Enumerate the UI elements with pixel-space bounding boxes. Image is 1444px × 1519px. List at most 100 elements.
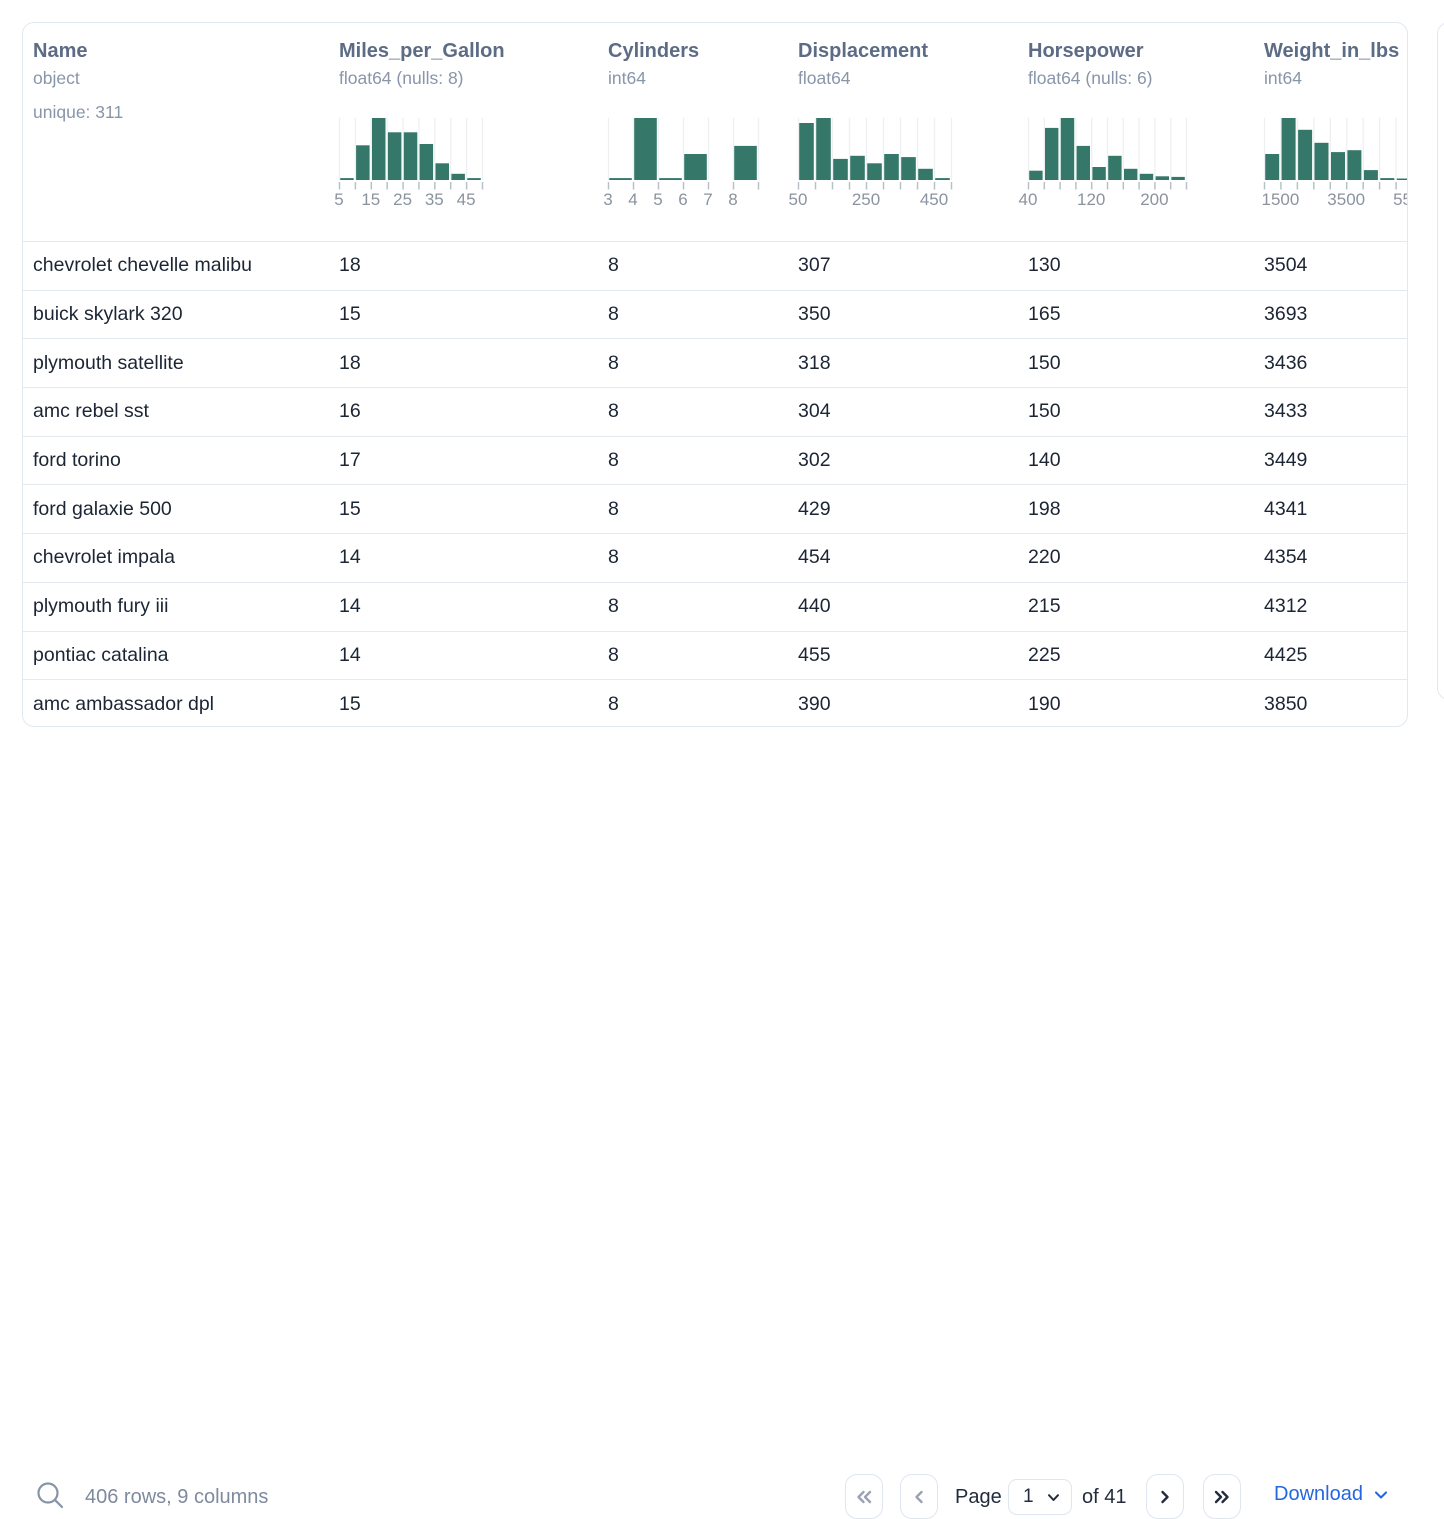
cell-name: chevrolet chevelle malibu <box>33 254 252 277</box>
cell-cylinders: 8 <box>608 595 619 618</box>
cell-miles-per-gallon: 14 <box>339 546 361 569</box>
first-page-button[interactable] <box>845 1474 883 1519</box>
svg-text:50: 50 <box>789 190 808 209</box>
svg-text:35: 35 <box>425 190 444 209</box>
cell-horsepower: 140 <box>1028 449 1061 472</box>
cell-displacement: 455 <box>798 643 831 666</box>
cell-name: ford galaxie 500 <box>33 497 172 520</box>
cell-horsepower: 130 <box>1028 254 1061 277</box>
cell-weight-in-lbs: 4354 <box>1264 546 1308 569</box>
column-type: float64 (nulls: 8) <box>339 68 464 88</box>
cell-horsepower: 150 <box>1028 400 1061 423</box>
search-icon[interactable] <box>34 1479 68 1513</box>
table-row: buick skylark 320 15 8 350 165 3693 <box>23 289 1407 339</box>
cell-horsepower: 150 <box>1028 351 1061 374</box>
cell-horsepower: 190 <box>1028 692 1061 715</box>
svg-text:450: 450 <box>920 190 948 209</box>
horsepower-histogram[interactable]: 40 120 200 <box>1019 118 1212 210</box>
table-row: ford galaxie 500 15 8 429 198 4341 <box>23 484 1407 533</box>
cell-displacement: 440 <box>798 595 831 618</box>
column-type: int64 <box>608 68 646 88</box>
svg-text:6: 6 <box>678 190 687 209</box>
cell-weight-in-lbs: 4341 <box>1264 497 1308 520</box>
svg-text:40: 40 <box>1019 190 1038 209</box>
table-row: plymouth fury iii 14 8 440 215 4312 <box>23 581 1407 631</box>
chevron-down-icon <box>1048 1493 1059 1501</box>
cell-weight-in-lbs: 3693 <box>1264 303 1308 326</box>
cell-cylinders: 8 <box>608 497 619 520</box>
svg-text:25: 25 <box>393 190 412 209</box>
page-select[interactable]: 1 <box>1008 1479 1072 1515</box>
adjacent-card-sliver <box>1437 22 1444 700</box>
cell-weight-in-lbs: 4425 <box>1264 643 1308 666</box>
svg-text:5500: 5500 <box>1393 190 1408 209</box>
cell-displacement: 304 <box>798 400 831 423</box>
miles-per-gallon-histogram[interactable]: 5 15 25 35 45 <box>334 118 508 210</box>
column-header-cylinders[interactable]: Cylinders int64 3 4 5 6 7 8 <box>603 39 798 241</box>
column-header-displacement[interactable]: Displacement float64 50 250 450 <box>789 39 1028 241</box>
cell-weight-in-lbs: 3850 <box>1264 692 1308 715</box>
cell-name: plymouth fury iii <box>33 595 169 618</box>
cell-cylinders: 8 <box>608 546 619 569</box>
svg-text:5: 5 <box>653 190 662 209</box>
cell-displacement: 318 <box>798 351 831 374</box>
cell-name: plymouth satellite <box>33 351 184 374</box>
cell-cylinders: 8 <box>608 254 619 277</box>
column-header-miles-per-gallon[interactable]: Miles_per_Gallon float64 (nulls: 8) 5 15 25 3… <box>334 39 608 241</box>
cell-cylinders: 8 <box>608 643 619 666</box>
cell-weight-in-lbs: 3436 <box>1264 351 1308 374</box>
column-type: float64 <box>798 68 851 88</box>
prev-page-button[interactable] <box>900 1474 938 1519</box>
table-summary: 406 rows, 9 columns <box>85 1486 269 1508</box>
cell-cylinders: 8 <box>608 449 619 472</box>
weight-in-lbs-histogram[interactable]: 1500 3500 5500 <box>1261 118 1408 210</box>
cell-name: amc ambassador dpl <box>33 692 215 715</box>
table-row: amc rebel sst 16 8 304 150 3433 <box>23 387 1407 436</box>
displacement-histogram[interactable]: 50 250 450 <box>789 118 977 210</box>
cell-displacement: 429 <box>798 497 831 520</box>
table-body: chevrolet chevelle malibu 18 8 307 130 3504 bu… <box>23 241 1407 726</box>
chevron-down-icon <box>1374 1490 1388 1499</box>
next-page-button[interactable] <box>1146 1474 1184 1519</box>
page-count-label: of 41 <box>1082 1486 1127 1508</box>
cell-miles-per-gallon: 15 <box>339 692 361 715</box>
column-name: Name <box>33 40 88 62</box>
cell-cylinders: 8 <box>608 400 619 423</box>
column-header-name[interactable]: Name object unique: 311 <box>33 39 339 241</box>
svg-text:250: 250 <box>852 190 880 209</box>
column-header-horsepower[interactable]: Horsepower float64 (nulls: 6) 40 120 200 <box>1019 39 1264 241</box>
column-name: Cylinders <box>608 40 700 62</box>
svg-text:45: 45 <box>457 190 476 209</box>
cell-name: ford torino <box>33 449 121 472</box>
svg-text:200: 200 <box>1140 190 1168 209</box>
cell-horsepower: 215 <box>1028 595 1061 618</box>
table-row: chevrolet impala 14 8 454 220 4354 <box>23 533 1407 582</box>
cell-horsepower: 225 <box>1028 643 1061 666</box>
cell-weight-in-lbs: 3433 <box>1264 400 1308 423</box>
cell-cylinders: 8 <box>608 351 619 374</box>
column-type: object <box>33 68 80 88</box>
cell-displacement: 390 <box>798 692 831 715</box>
cell-name: amc rebel sst <box>33 400 149 423</box>
page-label: Page <box>955 1486 1002 1508</box>
column-header-weight-in-lbs[interactable]: Weight_in_lbs int64 1500 3500 5500 <box>1261 39 1408 241</box>
table-footer: 406 rows, 9 columns Page 1 of 41 Downloa… <box>0 727 1444 1519</box>
cell-displacement: 350 <box>798 303 831 326</box>
page-select-value: 1 <box>1023 1486 1034 1507</box>
column-name: Displacement <box>798 40 929 62</box>
download-button[interactable]: Download <box>1274 1483 1390 1506</box>
cell-horsepower: 198 <box>1028 497 1061 520</box>
table-row: pontiac catalina 14 8 455 225 4425 <box>23 630 1407 680</box>
cell-name: chevrolet impala <box>33 546 175 569</box>
last-page-button[interactable] <box>1203 1474 1241 1519</box>
table-header-row: Name object unique: 311 Miles_per_Gallon flo… <box>23 23 1407 241</box>
cell-weight-in-lbs: 3504 <box>1264 254 1308 277</box>
column-type: float64 (nulls: 6) <box>1028 68 1153 88</box>
cell-displacement: 307 <box>798 254 831 277</box>
svg-text:7: 7 <box>703 190 712 209</box>
cell-name: buick skylark 320 <box>33 303 183 326</box>
svg-text:4: 4 <box>628 190 637 209</box>
cell-weight-in-lbs: 4312 <box>1264 595 1308 618</box>
svg-text:8: 8 <box>728 190 737 209</box>
